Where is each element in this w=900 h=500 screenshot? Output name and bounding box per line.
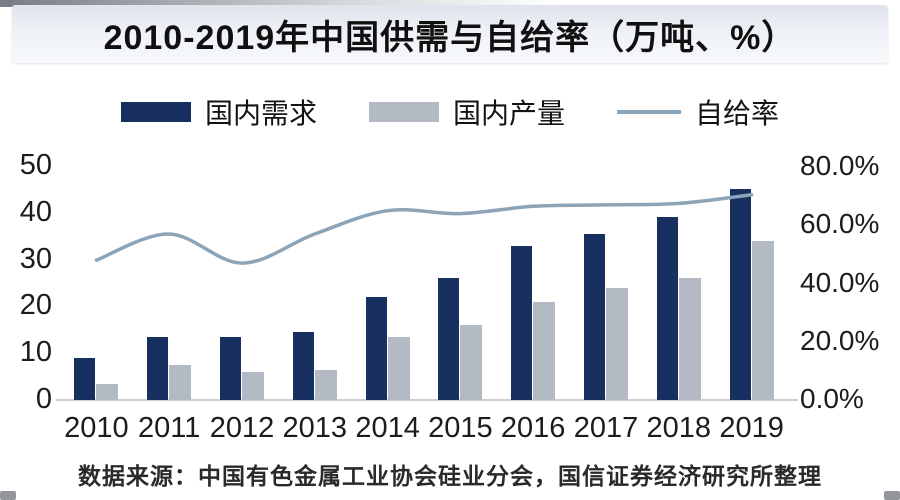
y-axis-left-tick-label: 50 [19,149,52,181]
legend-label-demand: 国内需求 [204,98,317,129]
y-axis-left-tick-label: 20 [19,289,52,322]
legend-item-production: 国内产量 [368,92,565,132]
bar-production-2014 [387,336,410,400]
y-axis-left-tick-label: 10 [19,336,52,369]
x-axis-line [56,399,798,401]
bar-demand-2011 [147,336,169,400]
bar-production-2019 [751,240,774,400]
bar-demand-2015 [438,278,460,400]
x-axis-tick-label: 2011 [138,412,201,444]
y-axis-right-tick-label: 0.0% [800,383,864,414]
legend-item-demand: 国内需求 [120,92,317,132]
y-axis-right-tick-label: 60.0% [800,208,880,240]
bar-demand-2012 [220,336,241,400]
rate-line-path [94,192,754,265]
legend-label-rate: 自给率 [695,98,780,129]
y-axis-left-tick-label: 30 [19,242,52,275]
y-axis-right-tick-label: 80.0% [800,150,880,181]
bar-production-2017 [606,287,628,400]
x-axis-tick-label: 2013 [282,412,348,444]
bar-production-2010 [96,383,119,400]
title-banner: 2010-2019年中国供需与自给率（万吨、%） [12,5,888,63]
x-axis-tick-label: 2015 [428,412,493,444]
x-axis-tick-label: 2017 [573,412,639,444]
bar-demand-2017 [584,233,605,400]
scan-artifact-bottom-left [0,491,16,500]
bar-production-2013 [314,369,337,400]
bar-production-2011 [169,364,192,400]
chart-title: 2010-2019年中国供需与自给率（万吨、%） [103,18,797,57]
bar-demand-2018 [656,217,678,400]
bar-demand-2019 [729,189,751,400]
source-note: 数据来源：中国有色金属工业协会硅业分会，国信证券经济研究所整理 [78,464,822,489]
bar-production-2018 [678,278,701,400]
y-axis-left-tick-label: 40 [19,195,52,228]
demand-swatch-icon [120,102,191,122]
bar-demand-2014 [365,297,387,400]
y-axis-right-tick-label: 20.0% [800,324,880,356]
x-axis-tick-label: 2010 [64,412,129,444]
bar-demand-2010 [74,357,96,400]
legend-item-rate: 自给率 [617,92,779,132]
scan-artifact-bottom-right [884,491,900,500]
y-axis-right-tick-label: 40.0% [800,266,880,298]
legend-label-production: 国内产量 [452,98,565,129]
bar-production-2012 [242,371,264,400]
chart-legend: 国内需求 国内产量 自给率 [0,92,900,132]
x-axis-tick-label: 2012 [209,412,275,444]
bar-demand-2013 [292,332,314,400]
bar-demand-2016 [511,245,533,400]
x-axis-tick-label: 2014 [355,412,420,444]
x-axis-tick-label: 2019 [719,412,784,444]
x-axis-tick-label: 2018 [646,412,712,444]
bar-production-2016 [533,301,556,400]
bar-production-2015 [460,325,483,400]
x-axis-tick-label: 2016 [500,412,566,444]
scan-artifact-top [0,0,558,7]
production-swatch-icon [368,102,439,122]
rate-line-swatch-icon [617,110,681,114]
y-axis-left-tick-label: 0 [35,383,52,415]
